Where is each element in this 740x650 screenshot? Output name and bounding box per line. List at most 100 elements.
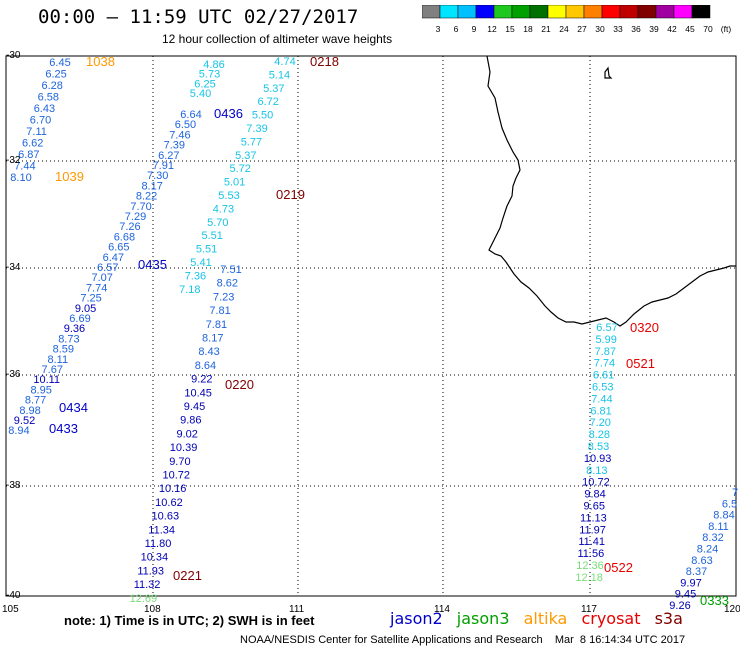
swh-value: 7.26 [119,221,140,233]
swh-value: 8.24 [697,544,718,556]
color-swatch [511,5,531,19]
swh-value: 6.57 [596,322,617,334]
color-swatch [655,5,675,19]
swh-value: 10.34 [141,552,169,564]
swh-value: 7.23 [213,291,234,303]
swh-value: 7.07 [91,272,112,284]
lat-label: -40 [6,590,21,601]
swh-value: 11.80 [145,538,172,550]
color-scale-label: 12 [487,24,497,34]
swh-value: 8.73 [58,333,79,345]
color-scale-label: 39 [649,24,659,34]
color-swatch [619,5,639,19]
swh-value: 6.45 [49,57,70,69]
pass-time-label: 0219 [276,187,305,202]
swh-value: 5.51 [196,244,217,256]
swh-value: 10.39 [170,442,198,454]
units-note: note: 1) Time is in UTC; 2) SWH is in fe… [64,613,315,628]
swh-value: 7.67 [42,364,63,376]
swh-value: 7.87 [595,346,616,358]
swh-value: 9.70 [169,456,190,468]
color-scale-label: 24 [559,24,569,34]
swh-value: 6.68 [114,231,135,243]
swh-value: 8.13 [586,465,607,477]
swh-value: 9.22 [191,374,212,386]
swh-value: 6.70 [30,115,51,127]
pass-time-label: 0522 [604,560,633,575]
satellite-legend: jason2 jason3 altika cryosat s3a [390,609,692,628]
swh-value: 6.25 [45,69,66,81]
pass-time-label: 0220 [225,377,254,392]
swh-value: 10.11 [33,374,60,386]
color-swatch [583,5,603,19]
swh-value: 7.18 [179,284,200,296]
swh-value: 8.28 [589,429,610,441]
swh-value: 6.64 [180,109,201,121]
lat-label: -36 [6,369,21,380]
plot-frame [5,55,737,597]
swh-value: 11.41 [578,536,605,548]
color-swatch [547,5,567,19]
swh-value: 8.84 [713,510,734,522]
swh-value: 8.95 [30,384,51,396]
swh-value: 5.41 [190,257,211,269]
lat-label: -30 [6,50,21,61]
swh-value: 8.59 [53,344,74,356]
color-scale-label: 15 [505,24,515,34]
pass-time-label: 0218 [310,54,339,69]
pass-time-label: 0433 [49,421,78,436]
lon-label: 108 [144,604,161,615]
swh-value: 10.72 [582,477,610,489]
swh-value: 6.72 [257,96,278,108]
color-swatch [565,5,585,19]
swh-tracks: 6.456.256.286.586.436.707.116.626.877.44… [8,56,738,612]
swh-value: 5.14 [269,69,290,81]
color-swatch [529,5,549,19]
swh-value: 12.18 [575,572,603,584]
swh-value: 7.25 [80,293,101,305]
swh-value: 10.16 [159,483,187,495]
swh-value: 8.63 [691,555,712,567]
swh-value: 4.86 [203,59,224,71]
swh-value: 7.81 [209,305,230,317]
swh-value: 5.73 [199,69,220,81]
color-swatch [422,5,441,19]
swh-value: 8.77 [25,395,46,407]
swh-value: 9.02 [176,428,197,440]
color-scale-label: 21 [541,24,551,34]
color-swatch [637,5,657,19]
swh-value: 6.53 [592,382,613,394]
swh-value: 4.74 [274,56,295,68]
swh-value: 5.51 [201,230,222,242]
swh-value: 7.44 [591,393,612,405]
swh-value: 8.32 [702,532,723,544]
swh-value: 11.34 [148,524,175,536]
swh-value: 5.72 [229,163,250,175]
swh-value: 7.70 [130,201,151,213]
pass-labels: 1038 1039 0218 0436 0219 0435 0220 0434 0433 0221… [49,54,729,608]
lon-label: 105 [2,604,19,615]
color-scale-label: 6 [454,24,459,34]
swh-value: 5.70 [207,217,228,229]
swh-value: 9.84 [584,489,605,501]
swh-value: 6.28 [41,80,62,92]
swh-value: 8.62 [217,278,238,290]
swh-value: 6.43 [34,103,55,115]
swh-value: 6.69 [69,313,90,325]
color-swatch [601,5,621,19]
swh-value: 6.5 [722,498,737,510]
swh-value: 12.36 [576,560,604,572]
swh-value: 7.11 [26,126,47,138]
swh-value: 8.17 [202,333,223,345]
legend-jason2: jason2 [390,609,443,628]
color-scale-label: 70 [703,24,713,34]
pass-time-label: 0221 [173,568,202,583]
swh-value: 6.25 [194,78,215,90]
lat-label: -38 [6,480,21,491]
swh-value: 7.51 [220,264,241,276]
legend-jason3: jason3 [456,609,510,628]
color-swatch [475,5,495,19]
swh-value: 7.46 [169,129,190,141]
color-scale-label: (ft) [721,24,732,34]
